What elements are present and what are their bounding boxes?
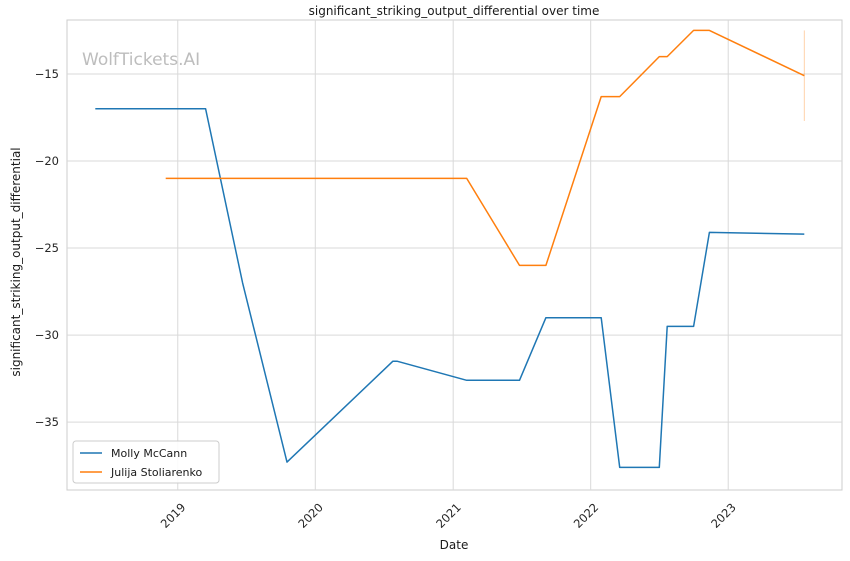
x-tick-label: 2022 [571,500,602,531]
plot-area [66,19,843,491]
watermark: WolfTickets.AI [82,50,200,70]
y-tick-label: −25 [35,241,59,255]
legend: Molly McCann Julija Stoliarenko [72,440,220,484]
legend-label: Julija Stoliarenko [110,466,202,479]
chart-title: significant_striking_output_differential… [309,4,600,18]
x-tick-label: 2021 [433,500,464,531]
series-line-0 [95,108,805,469]
x-tick-label: 2020 [295,500,326,531]
legend-box [72,440,220,484]
y-tick-labels: −35 −30 −25 −20 −15 [35,67,59,429]
x-tick-labels: 2019 2020 2021 2022 2023 [158,500,739,531]
x-tick-label: 2019 [158,500,189,531]
y-axis-title: significant_striking_output_differential [9,147,23,376]
y-tick-label: −15 [35,67,59,81]
series-line-1 [165,29,805,267]
y-tick-label: −35 [35,415,59,429]
x-tick-label: 2023 [708,500,739,531]
x-axis-title: Date [440,538,469,552]
y-tick-label: −30 [35,328,59,342]
series-layer [95,29,805,469]
legend-label: Molly McCann [111,447,187,460]
y-tick-label: −20 [35,154,59,168]
grid-lines [67,20,842,490]
